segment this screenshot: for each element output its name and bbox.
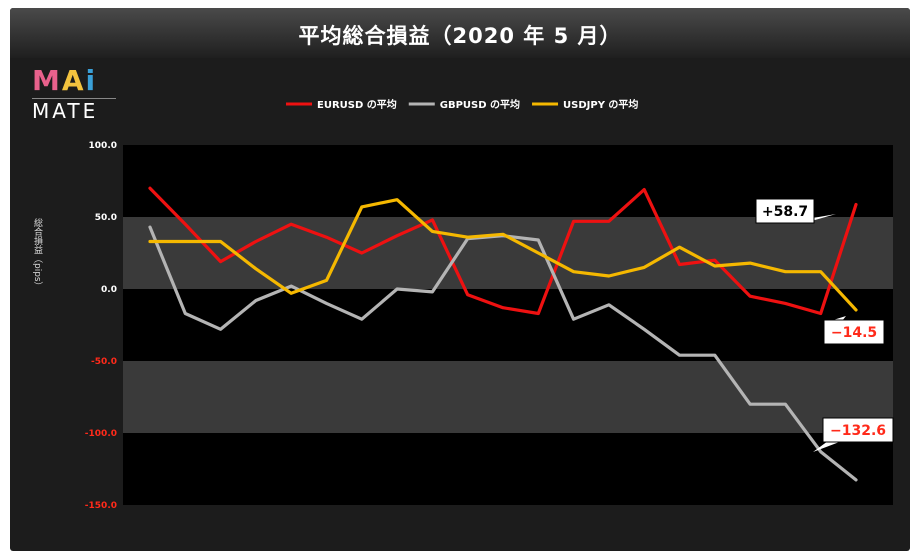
- y-tick-label: 50.0: [95, 213, 117, 223]
- grid-band: [123, 433, 893, 505]
- series-line-0: [148, 186, 858, 316]
- callout-box: [822, 417, 894, 443]
- logo-letter-a: A: [61, 64, 86, 97]
- callout-label: −14.5: [831, 325, 877, 341]
- grid-band: [123, 289, 893, 361]
- y-tick-label: 100.0: [89, 141, 117, 151]
- legend-entry: GBPUSD の平均: [440, 98, 520, 111]
- series-line-2: [148, 198, 858, 312]
- legend-entry: USDJPY の平均: [563, 98, 638, 111]
- logo-wordmark: MAi: [32, 66, 127, 96]
- y-tick-label: -150.0: [85, 501, 117, 511]
- callout-label: +58.7: [762, 204, 808, 220]
- logo-letter-m: M: [32, 64, 62, 97]
- logo-subtitle: MATE: [32, 98, 116, 123]
- callout-box: [755, 198, 815, 224]
- y-tick-label: -50.0: [91, 357, 117, 367]
- logo-letter-i: i: [85, 64, 98, 97]
- y-tick-label: -100.0: [85, 429, 117, 439]
- callout-box: [823, 319, 885, 345]
- callout-label: −132.6: [830, 423, 886, 439]
- callout-tail: [813, 441, 842, 452]
- grid-band: [123, 361, 893, 433]
- chart-title: 平均総合損益（2020 年 5 月）: [298, 24, 622, 48]
- grid-band: [123, 217, 893, 289]
- y-axis-label: 総合損益（pips）: [32, 218, 42, 291]
- legend-entry: EURUSD の平均: [317, 98, 397, 111]
- mai-mate-logo: MAi MATE: [32, 66, 127, 123]
- title-bar: 平均総合損益（2020 年 5 月）: [10, 8, 910, 58]
- y-tick-label: 0.0: [101, 285, 117, 295]
